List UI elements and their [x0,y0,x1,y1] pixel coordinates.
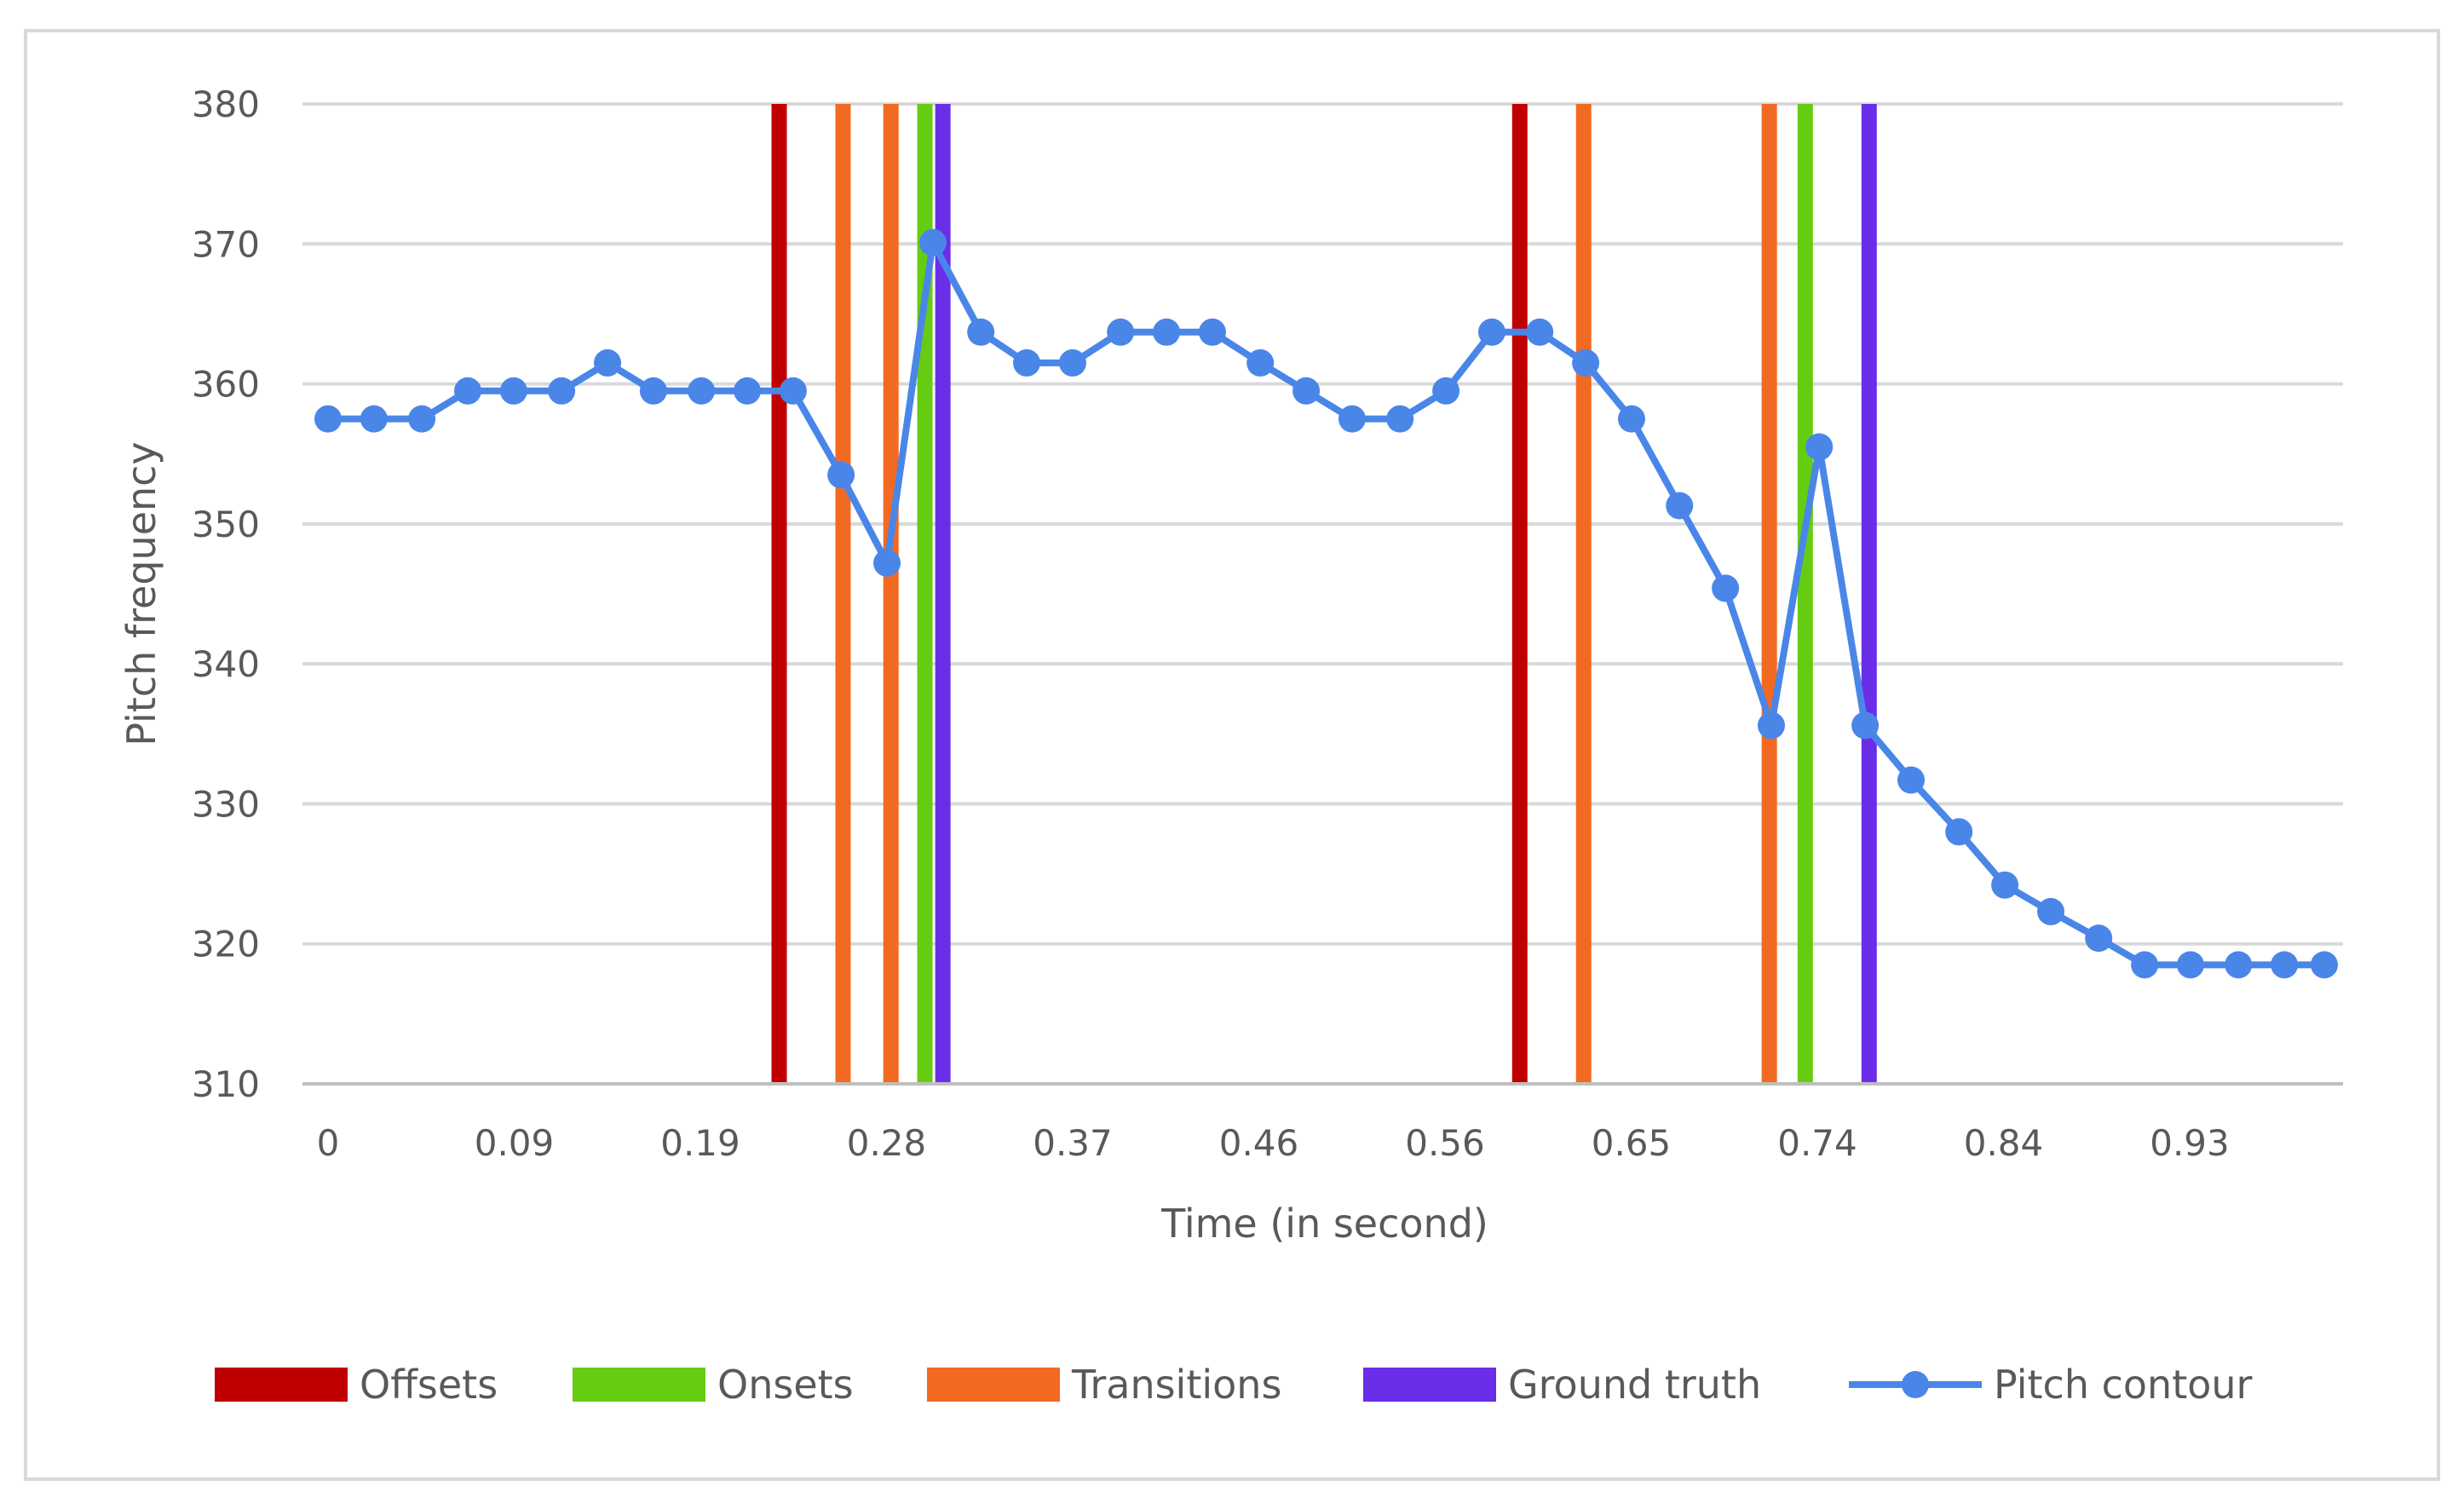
x-tick-label: 0.28 [847,1122,927,1164]
pitch-contour-point [314,405,342,433]
pitch-contour-point [1805,433,1834,461]
pitch-contour-point [454,377,482,405]
x-tick-label: 0.65 [1592,1122,1672,1164]
pitch-contour-point [1153,318,1181,346]
pitch-contour-point [499,377,527,405]
pitch-contour-point [2131,951,2159,979]
x-tick-label: 0.93 [2150,1122,2230,1164]
pitch-contour-point [1991,871,2019,899]
pitch-contour-point [639,377,667,405]
transitions-marker [1575,104,1592,1084]
pitch-contour-point [1107,318,1135,346]
y-axis-ticks: 310 320 330 340 350 360 370 380 [192,84,260,1105]
pitch-contour-point [967,318,995,346]
pitch-contour-point [408,405,436,433]
legend-label-onsets: Onsets [717,1362,854,1408]
legend: Offsets Onsets Transitions Ground truth Pitc… [215,1362,2253,1408]
x-tick-label: 0.09 [475,1122,555,1164]
pitch-contour-point [1477,318,1505,346]
pitch-contour-point [1712,574,1740,602]
legend-label-ground-truth: Ground truth [1508,1362,1761,1408]
legend-swatch-ground-truth [1363,1368,1496,1402]
pitch-contour-point [2225,951,2253,979]
pitch-contour-point [873,549,901,577]
pitch-contour-point [360,405,388,433]
x-tick-label: 0.84 [1964,1122,2044,1164]
pitch-contour-point [548,377,576,405]
x-axis-title: Time (in second) [1160,1201,1488,1247]
pitch-contour-series [314,228,2338,979]
y-tick-label: 340 [192,643,260,685]
pitch-contour-point [1617,405,1645,433]
pitch-contour-point [2085,924,2113,953]
x-tick-label: 0 [317,1122,340,1164]
pitch-contour-point [1757,711,1785,740]
x-tick-label: 0.19 [660,1122,740,1164]
pitch-contour-point [1572,348,1600,377]
legend-swatch-marker [1902,1371,1929,1398]
pitch-contour-point [1246,348,1275,377]
pitch-contour-point [1526,318,1554,346]
pitch-contour-point [734,377,762,405]
event-markers [771,104,1877,1084]
pitch-contour-point [2177,951,2205,979]
offsets-marker [771,104,787,1084]
pitch-contour-point [1945,818,1973,846]
pitch-contour-point [688,377,716,405]
x-tick-label: 0.56 [1405,1122,1485,1164]
legend-label-transitions: Transitions [1071,1362,1281,1408]
pitch-contour-point [1058,348,1086,377]
pitch-contour-point [1338,405,1366,433]
x-tick-label: 0.46 [1219,1122,1299,1164]
pitch-contour-point [1013,348,1041,377]
transitions-marker [883,104,899,1084]
pitch-contour-point [1432,377,1460,405]
legend-swatch-transitions [927,1368,1060,1402]
x-tick-label: 0.37 [1033,1122,1113,1164]
pitch-contour-point [1386,405,1414,433]
offsets-marker [1511,104,1528,1084]
pitch-contour-point [918,228,947,256]
pitch-contour-point [779,377,807,405]
y-tick-label: 360 [192,364,260,406]
pitch-contour-point [1851,711,1880,740]
y-tick-label: 310 [192,1063,260,1105]
x-tick-label: 0.74 [1777,1122,1857,1164]
pitch-contour-point [1292,377,1321,405]
legend-swatch-onsets [573,1368,705,1402]
y-tick-label: 330 [192,783,260,825]
pitch-contour-point [827,461,855,489]
transitions-marker [1761,104,1777,1084]
pitch-contour-point [2037,897,2065,925]
pitch-contour-point [1198,318,1226,346]
y-tick-label: 380 [192,84,260,125]
x-axis-ticks: 0 0.09 0.19 0.28 0.37 0.46 0.56 0.65 0.74 0.84 0.9… [317,1122,2230,1164]
ground-truth-marker [935,104,951,1084]
chart-frame [24,29,2440,1481]
y-tick-label: 350 [192,504,260,545]
pitch-contour-point [594,348,622,377]
transitions-marker [835,104,851,1084]
pitch-contour-point [2311,951,2338,979]
legend-swatch-offsets [215,1368,348,1402]
pitch-contour-point [1897,766,1925,794]
pitch-contour-point [2271,951,2299,979]
y-tick-label: 370 [192,223,260,265]
legend-label-pitch-contour: Pitch contour [1994,1362,2253,1408]
ground-truth-marker [1861,104,1877,1084]
pitch-contour-point [1666,492,1694,520]
y-axis-title: Pitch frequency [118,441,164,746]
onsets-marker [1797,104,1813,1084]
y-tick-label: 320 [192,924,260,965]
legend-label-offsets: Offsets [360,1362,498,1408]
